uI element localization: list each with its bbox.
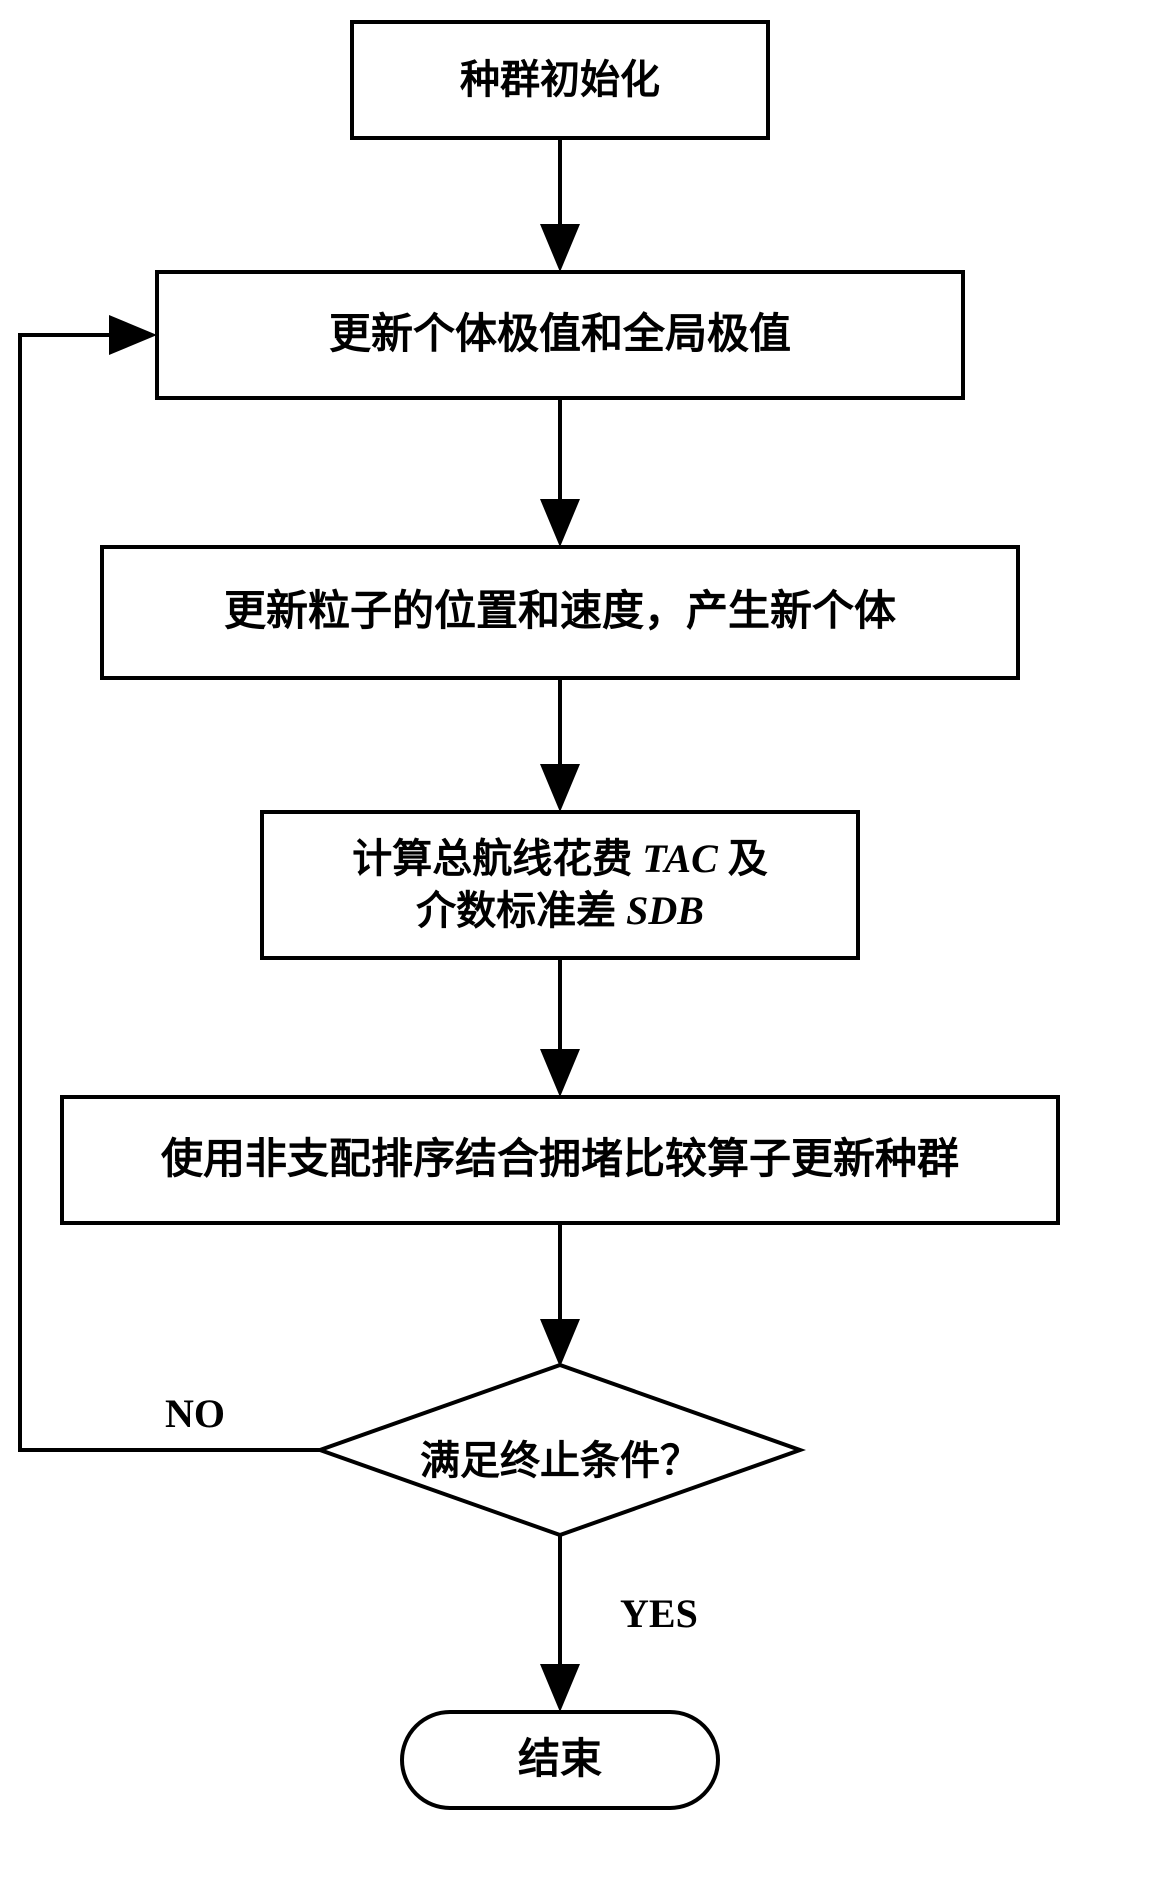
node-end: 结束 xyxy=(400,1710,720,1810)
edge-label-no: NO xyxy=(165,1390,225,1437)
node-compute-line1: 计算总航线花费 TAC 及 xyxy=(352,836,768,881)
node-update-extrema-label: 更新个体极值和全局极值 xyxy=(329,308,791,363)
node-update-extrema: 更新个体极值和全局极值 xyxy=(155,270,965,400)
node-nondominated-sort-label: 使用非支配排序结合拥堵比较算子更新种群 xyxy=(161,1133,959,1188)
node-compute-tac-sdb: 计算总航线花费 TAC 及 介数标准差 SDB xyxy=(260,810,860,960)
node-nondominated-sort: 使用非支配排序结合拥堵比较算子更新种群 xyxy=(60,1095,1060,1225)
edge-label-yes: YES xyxy=(620,1590,698,1637)
decision-label: 满足终止条件？ xyxy=(360,1428,760,1486)
node-compute-line2: 介数标准差 SDB xyxy=(416,888,704,933)
node-init-label: 种群初始化 xyxy=(460,54,660,106)
node-update-particles-label: 更新粒子的位置和速度，产生新个体 xyxy=(224,585,896,640)
node-init: 种群初始化 xyxy=(350,20,770,140)
node-end-label: 结束 xyxy=(518,1733,602,1788)
node-update-particles: 更新粒子的位置和速度，产生新个体 xyxy=(100,545,1020,680)
